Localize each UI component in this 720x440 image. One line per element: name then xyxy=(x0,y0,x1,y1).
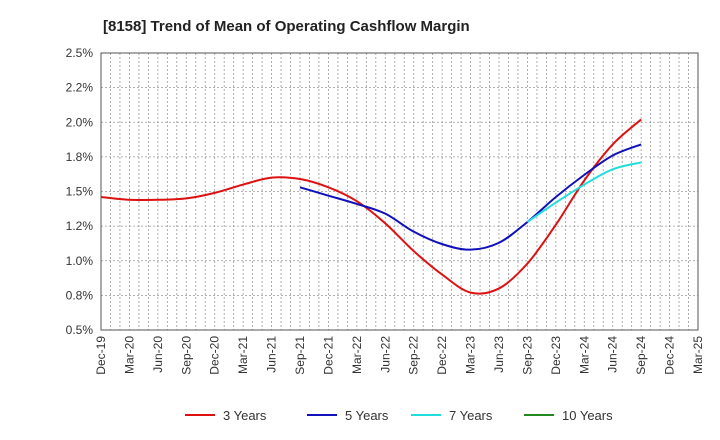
legend-label: 10 Years xyxy=(562,408,613,423)
x-tick-label: Sep-22 xyxy=(407,336,421,375)
x-tick-label: Dec-24 xyxy=(663,336,677,375)
x-tick-label: Sep-24 xyxy=(634,336,648,375)
x-tick-label: Dec-23 xyxy=(549,336,563,375)
y-tick-label: 1.8% xyxy=(66,150,94,164)
plot-frame xyxy=(100,52,699,331)
x-tick-label: Sep-21 xyxy=(293,336,307,375)
y-tick-label: 2.2% xyxy=(66,81,94,95)
x-tick-label: Jun-20 xyxy=(151,336,165,373)
grid xyxy=(101,53,698,330)
x-tick-label: Dec-20 xyxy=(208,336,222,375)
x-tick-label: Dec-22 xyxy=(435,336,449,375)
plot-area xyxy=(100,118,642,295)
legend: 3 Years 5 Years 7 Years 10 Years xyxy=(185,408,613,423)
x-tick-label: Jun-24 xyxy=(606,336,620,373)
x-tick-label: Jun-21 xyxy=(265,336,279,373)
chart-title: [8158] Trend of Mean of Operating Cashfl… xyxy=(103,18,470,35)
y-tick-label: 2.0% xyxy=(66,115,94,129)
x-tick-label: Mar-22 xyxy=(350,336,364,374)
y-tick-label: 1.0% xyxy=(66,254,94,268)
x-axis: Dec-19 Mar-20 Jun-20 Sep-20 Dec-20 Mar-21 Jun-… xyxy=(94,336,705,375)
x-tick-label: Dec-21 xyxy=(321,336,335,375)
y-tick-label: 1.2% xyxy=(66,219,94,233)
y-tick-label: 0.8% xyxy=(66,288,94,302)
x-tick-label: Dec-19 xyxy=(94,336,108,375)
y-tick-label: 2.5% xyxy=(66,46,94,60)
legend-label: 5 Years xyxy=(345,408,389,423)
x-tick-label: Mar-21 xyxy=(236,336,250,374)
x-tick-label: Mar-23 xyxy=(464,336,478,374)
y-tick-label: 0.5% xyxy=(66,323,94,337)
x-tick-label: Sep-23 xyxy=(520,336,534,375)
series-line-3 xyxy=(526,161,642,223)
y-tick-label: 1.5% xyxy=(66,185,94,199)
x-tick-label: Jun-23 xyxy=(492,336,506,373)
x-tick-label: Mar-20 xyxy=(122,336,136,374)
y-axis: 0.5% 0.8% 1.0% 1.2% 1.5% 1.8% 2.0% 2.2% 2.5% xyxy=(66,46,94,337)
legend-label: 3 Years xyxy=(223,408,267,423)
series-line-1 xyxy=(100,118,642,295)
legend-label: 7 Years xyxy=(449,408,493,423)
x-tick-label: Jun-22 xyxy=(378,336,392,373)
x-tick-label: Mar-25 xyxy=(691,336,705,374)
x-tick-label: Mar-24 xyxy=(577,336,591,374)
x-tick-label: Sep-20 xyxy=(179,336,193,375)
series-line-2 xyxy=(299,143,642,251)
